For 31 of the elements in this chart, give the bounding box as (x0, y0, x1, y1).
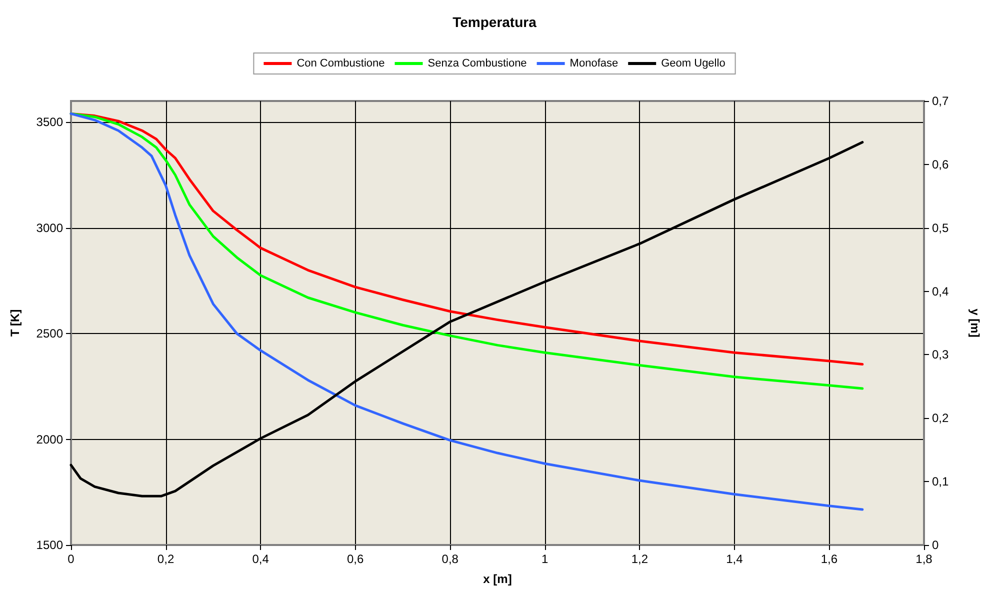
y2-tick-label: 0,1 (932, 474, 950, 489)
y2-axis-title: y [m] (968, 308, 982, 338)
y2-tick-label: 0,7 (932, 94, 950, 108)
x-axis-title: x [m] (483, 572, 512, 586)
x-tick-label: 0,2 (157, 552, 174, 566)
x-tick-label: 0,8 (442, 552, 459, 566)
y-tick-label: 2000 (36, 432, 64, 446)
y2-tick-label: 0,4 (932, 284, 950, 298)
legend-label: Monofase (570, 58, 618, 70)
x-tick-label: 1,4 (726, 552, 744, 566)
x-tick-label: 1,8 (916, 552, 933, 566)
y-axis-title: T [K] (8, 309, 22, 337)
y-tick-label: 3500 (36, 115, 64, 130)
y-tick-label: 2500 (36, 326, 64, 341)
y2-tick-label: 0,3 (932, 348, 950, 362)
legend-label: Con Combustione (296, 58, 385, 70)
chart-title: Temperatura (452, 14, 537, 30)
y-tick-label: 3000 (36, 220, 64, 235)
x-tick-label: 0 (68, 552, 75, 566)
legend-label: Senza Combustione (428, 58, 527, 70)
legend-label: Geom Ugello (661, 58, 726, 70)
y2-tick-label: 0,6 (932, 157, 950, 172)
x-tick-label: 1 (542, 552, 549, 566)
y2-tick-label: 0,2 (932, 411, 950, 426)
y2-tick-label: 0 (932, 538, 939, 552)
y-tick-label: 1500 (36, 538, 64, 552)
x-tick-label: 0,6 (346, 552, 364, 566)
x-tick-label: 0,4 (252, 552, 270, 566)
x-tick-label: 1,6 (820, 552, 838, 566)
x-tick-label: 1,2 (631, 552, 648, 566)
y2-tick-label: 0,5 (932, 220, 950, 235)
